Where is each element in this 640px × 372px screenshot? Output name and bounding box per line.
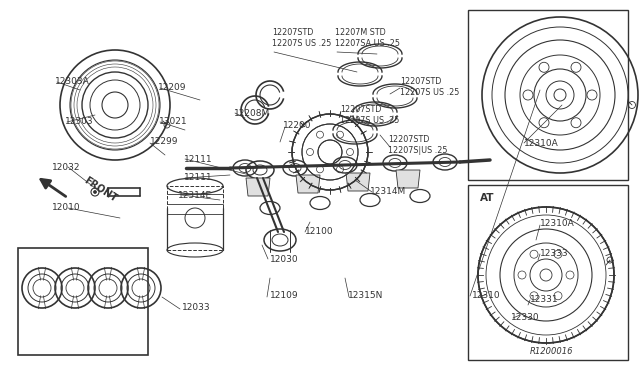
Text: 12200: 12200 [283, 122, 312, 131]
Text: 12208M: 12208M [234, 109, 270, 118]
Bar [468, 185, 628, 360]
Bar [468, 10, 628, 180]
Text: FRONT: FRONT [82, 176, 118, 204]
Text: 12032: 12032 [52, 163, 81, 171]
Text: 12030: 12030 [270, 254, 299, 263]
Text: 12333: 12333 [540, 250, 568, 259]
Text: 12109: 12109 [270, 292, 299, 301]
Text: 12310: 12310 [472, 291, 500, 299]
Text: 12209: 12209 [158, 83, 186, 92]
Text: 12310A: 12310A [524, 138, 559, 148]
Text: 12111: 12111 [184, 154, 212, 164]
Text: 12207STD
12207S US .25: 12207STD 12207S US .25 [400, 77, 460, 97]
Text: 12010: 12010 [52, 202, 81, 212]
Text: 12303: 12303 [65, 116, 93, 125]
Polygon shape [396, 170, 420, 188]
Text: 13021: 13021 [159, 118, 188, 126]
Text: 12315N: 12315N [348, 292, 383, 301]
Text: AT: AT [480, 193, 495, 203]
Text: 12303A: 12303A [55, 77, 90, 87]
Text: 12207STD
12207S US .25: 12207STD 12207S US .25 [272, 28, 332, 48]
Polygon shape [246, 178, 270, 196]
Text: 12100: 12100 [305, 228, 333, 237]
Text: 12207STD
12207S US .25: 12207STD 12207S US .25 [340, 105, 399, 125]
Text: 12299: 12299 [150, 138, 179, 147]
Text: 12033: 12033 [182, 304, 211, 312]
Text: 12207STD
12207S|US .25: 12207STD 12207S|US .25 [388, 135, 447, 155]
Text: 12330: 12330 [511, 314, 540, 323]
Bar [18, 248, 148, 355]
Text: 12207M STD
12207SA US .25: 12207M STD 12207SA US .25 [335, 28, 400, 48]
Polygon shape [346, 173, 370, 191]
Polygon shape [296, 175, 320, 193]
Circle shape [93, 190, 97, 193]
Text: R1200016: R1200016 [530, 347, 573, 356]
Text: 12314E: 12314E [178, 190, 212, 199]
Text: 12331: 12331 [530, 295, 559, 305]
Text: 12314M: 12314M [370, 187, 406, 196]
Bar [167, 186, 223, 250]
Text: 12111: 12111 [184, 173, 212, 182]
Text: 12310A: 12310A [540, 219, 575, 228]
